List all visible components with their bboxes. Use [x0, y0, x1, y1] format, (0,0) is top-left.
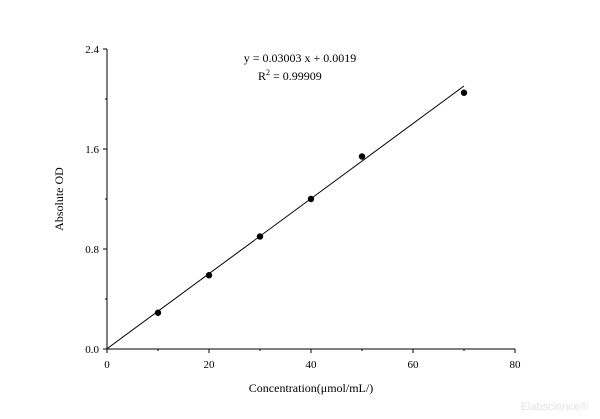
data-point — [460, 89, 468, 96]
x-tick-label: 0 — [104, 359, 110, 371]
data-point — [358, 153, 366, 160]
r-squared-superscript: 2 — [266, 68, 270, 77]
x-ticks: 0 20 40 60 80 — [104, 349, 521, 371]
data-point — [307, 195, 315, 203]
r-squared-value: = 0.99909 — [270, 69, 322, 83]
x-tick-label: 40 — [306, 359, 318, 371]
x-axis-label: Concentration(μmol/mL/) — [249, 381, 373, 395]
equation-label: y = 0.03003 x + 0.0019 — [244, 51, 357, 65]
y-ticks: 0.0 0.8 1.6 2.4 — [85, 44, 107, 356]
watermark: Elabscience® — [521, 401, 588, 413]
x-tick-label: 80 — [510, 359, 522, 371]
y-tick-label: 0.0 — [85, 344, 99, 356]
r-squared-prefix: R — [258, 69, 266, 83]
r-squared-label: R2 = 0.99909 — [258, 68, 322, 83]
data-points — [154, 89, 468, 316]
y-tick-label: 1.6 — [85, 144, 99, 156]
y-tick-label: 0.8 — [85, 244, 99, 256]
data-point — [256, 233, 264, 240]
data-point — [205, 272, 213, 279]
y-axis-label: Absolute OD — [52, 167, 66, 231]
x-tick-label: 20 — [204, 359, 216, 371]
y-tick-label: 2.4 — [85, 44, 99, 56]
regression-line — [106, 85, 465, 350]
data-point — [154, 309, 162, 316]
x-tick-label: 60 — [408, 359, 420, 371]
